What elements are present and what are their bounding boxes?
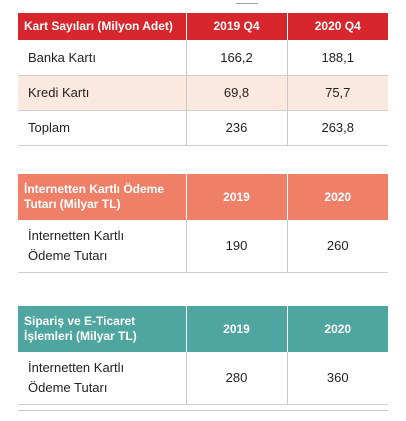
table-row: Kredi Kartı 69,8 75,7 xyxy=(18,75,388,111)
row-label-internet-payment-amount: İnternetten Kartlı Ödeme Tutarı xyxy=(18,220,187,273)
cell-value: 190 xyxy=(186,220,288,273)
cell-value: 75,7 xyxy=(287,75,388,111)
ecommerce-header-2020: 2020 xyxy=(324,321,352,336)
row-label-credit-card: Kredi Kartı xyxy=(18,75,187,111)
ecommerce-header-2019: 2019 xyxy=(186,306,288,352)
row-label-ecommerce-payment-amount: İnternetten Kartlı Ödeme Tutarı xyxy=(18,352,187,405)
cell-value: 188,1 xyxy=(287,40,388,76)
table-row: Toplam 236 263,8 xyxy=(18,110,388,146)
ecommerce-header-title: Sipariş ve E-Ticaret İşlemleri (Milyar T… xyxy=(18,306,187,352)
ecommerce-table: Sipariş ve E-Ticaret İşlemleri (Milyar T… xyxy=(18,306,388,405)
internet-payments-table: İnternetten Kartlı Ödeme Tutarı (Milyar … xyxy=(18,174,388,273)
row-label-line: Ödeme Tutarı xyxy=(28,379,108,395)
cell-value: 280 xyxy=(186,352,288,405)
row-label-line: İnternetten Kartlı xyxy=(28,359,125,375)
ecommerce-header-row: Sipariş ve E-Ticaret İşlemleri (Milyar T… xyxy=(18,306,388,352)
row-label-line: İnternetten Kartlı xyxy=(28,227,125,243)
cell-value: 166,2 xyxy=(186,40,288,76)
internet-payments-header-row: İnternetten Kartlı Ödeme Tutarı (Milyar … xyxy=(18,174,388,220)
table-row: Banka Kartı 166,2 188,1 xyxy=(18,40,388,76)
table-row: İnternetten Kartlı Ödeme Tutarı 190 260 xyxy=(18,220,388,273)
cropped-divider-fragment xyxy=(236,0,258,4)
cell-value: 69,8 xyxy=(186,75,288,111)
internet-payments-header-2019: 2019 xyxy=(186,174,288,220)
cell-value: 360 xyxy=(287,352,388,405)
card-counts-header-2019q4: 2019 Q4 xyxy=(186,13,288,40)
internet-payments-header-2020: 2020 xyxy=(324,189,352,204)
bottom-divider xyxy=(18,410,388,411)
card-counts-table: Kart Sayıları (Milyon Adet) 2019 Q4 2020… xyxy=(18,13,388,146)
table-row: İnternetten Kartlı Ödeme Tutarı 280 360 xyxy=(18,352,388,405)
card-counts-header-title: Kart Sayıları (Milyon Adet) xyxy=(18,13,187,40)
card-counts-header-2020q4: 2020 Q4 xyxy=(314,19,361,33)
card-counts-header-row: Kart Sayıları (Milyon Adet) 2019 Q4 2020… xyxy=(18,13,388,40)
row-label-line: Ödeme Tutarı xyxy=(28,247,108,263)
row-label-debit-card: Banka Kartı xyxy=(18,40,187,76)
cell-value: 263,8 xyxy=(287,110,388,146)
cell-value: 236 xyxy=(186,110,288,146)
row-label-total: Toplam xyxy=(18,110,187,146)
internet-payments-header-title: İnternetten Kartlı Ödeme Tutarı (Milyar … xyxy=(18,174,187,220)
cell-value: 260 xyxy=(287,220,388,273)
